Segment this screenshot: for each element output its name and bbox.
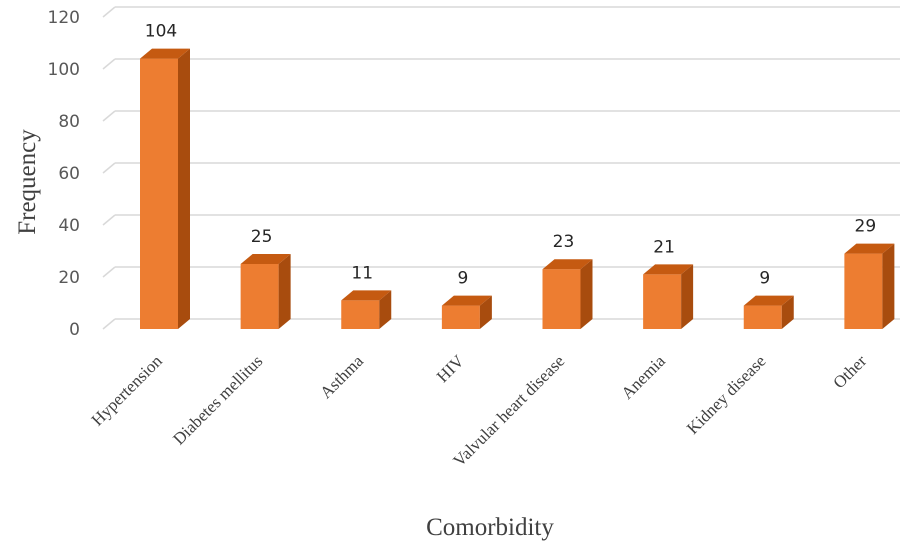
bar [743,295,794,329]
y-tick-label: 20 [58,268,80,288]
gridlines [102,6,900,330]
bar-front [240,264,279,329]
gridline-floor [102,6,116,18]
data-label: 23 [553,232,575,252]
y-tick-label: 80 [58,112,80,132]
bar [844,243,895,329]
bar-top [542,259,593,270]
bar-side [278,254,291,329]
bar [542,259,593,329]
y-tick-label: 60 [58,164,80,184]
bar-side [479,295,492,329]
bar-top [341,290,392,301]
data-label: 11 [351,263,373,283]
bar-front [743,305,782,329]
data-label: 29 [855,217,877,237]
data-label: 9 [759,269,770,289]
gridline-floor [102,214,116,226]
x-tick-label: Diabetes mellitus [169,351,266,448]
bar [643,264,694,329]
bar-top [643,264,694,275]
y-axis-title: Frequency [14,129,41,235]
y-tick-label: 40 [58,216,80,236]
bar-front [140,58,178,329]
bar [341,290,392,329]
gridline-floor [102,162,116,174]
bar-top [140,48,190,59]
x-tick-label: Other [829,351,870,392]
bar-top [743,295,794,306]
x-tick-label: Valvular heart disease [449,351,568,470]
gridline-floor [102,58,116,70]
bar-front [542,269,581,329]
x-tick-label: Kidney disease [683,351,770,438]
bar-front [643,274,682,329]
bar-top [844,243,895,254]
bars [140,48,895,329]
bar-side [580,259,593,329]
x-tick-label: HIV [433,351,468,386]
data-label: 104 [145,22,177,42]
bar [240,254,291,329]
gridline-floor [102,318,116,330]
data-label: 25 [251,227,273,247]
data-label: 9 [457,269,468,289]
bar-side [781,295,794,329]
y-tick-label: 120 [48,8,80,28]
gridline-floor [102,266,116,278]
bar-side [379,290,392,329]
x-axis-title: Comorbidity [426,514,554,541]
x-tick-label: Anemia [617,351,669,403]
x-tick-label: Hypertension [88,351,167,430]
data-labels: 104 25 11 9 23 21 9 29 [145,22,876,289]
y-axis-ticks: 0 20 40 60 80 100 120 [48,8,80,340]
category-labels: Hypertension Diabetes mellitus Asthma HIVVa… [88,351,871,470]
x-tick-label: Asthma [316,351,367,402]
bar [441,295,492,329]
gridline-floor [102,110,116,122]
bar-top [441,295,492,306]
bar-side [882,243,895,329]
y-tick-label: 100 [48,60,80,80]
data-label: 21 [653,237,675,257]
y-tick-label: 0 [69,320,80,340]
bar-side [178,48,190,329]
bar-side [681,264,694,329]
bar-front [441,305,480,329]
bar-front [341,300,380,329]
bar-front [844,253,883,329]
bar-top [240,254,291,264]
bar [140,48,190,329]
